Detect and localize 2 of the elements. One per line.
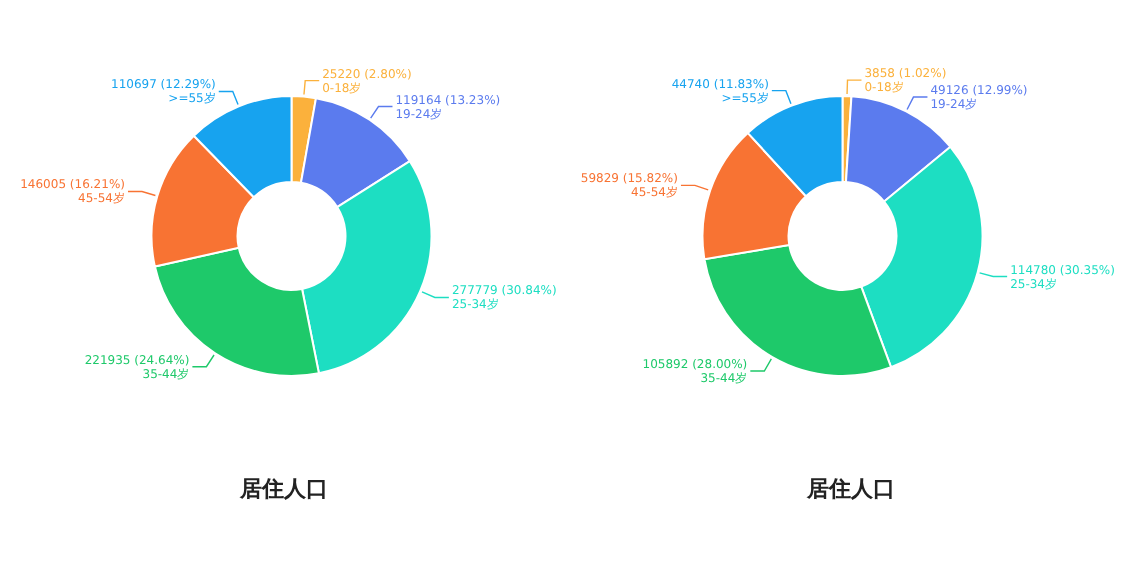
text: 居住人口 (804, 476, 895, 502)
text: 居住人口 (237, 476, 328, 502)
